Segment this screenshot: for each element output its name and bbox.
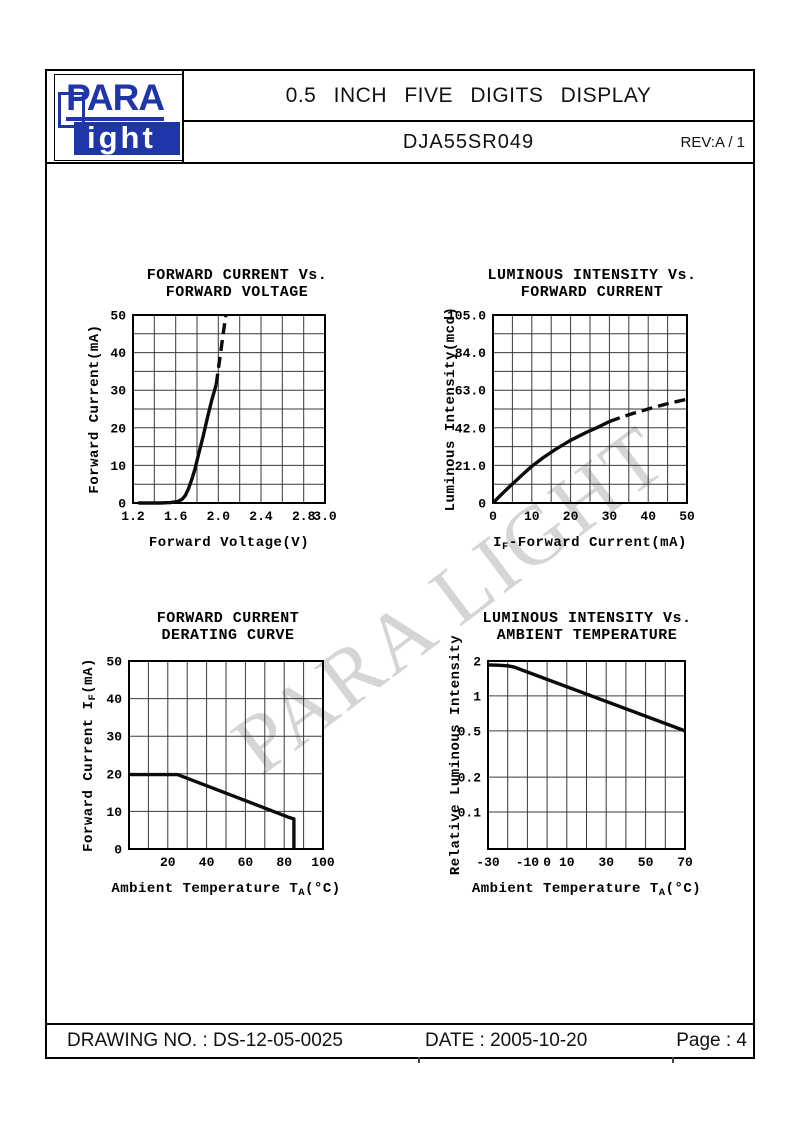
svg-text:-30: -30 bbox=[476, 855, 500, 870]
footer-top-rule bbox=[47, 1023, 753, 1025]
svg-text:2.0: 2.0 bbox=[207, 509, 231, 524]
svg-text:2.4: 2.4 bbox=[249, 509, 273, 524]
svg-text:30: 30 bbox=[106, 730, 122, 745]
svg-text:LUMINOUS INTENSITY Vs.: LUMINOUS INTENSITY Vs. bbox=[482, 610, 691, 627]
svg-text:40: 40 bbox=[106, 692, 122, 707]
svg-text:2: 2 bbox=[473, 655, 481, 670]
svg-text:50: 50 bbox=[679, 509, 695, 524]
logo-l-outline bbox=[58, 92, 85, 128]
svg-text:0: 0 bbox=[118, 497, 126, 512]
svg-text:30: 30 bbox=[602, 509, 618, 524]
page-number: Page : 4 bbox=[676, 1030, 747, 1051]
svg-text:0.1: 0.1 bbox=[458, 806, 482, 821]
date-label: DATE : 2005-10-20 bbox=[425, 1030, 588, 1051]
svg-text:105.0: 105.0 bbox=[447, 309, 486, 324]
svg-text:Forward Current(mA): Forward Current(mA) bbox=[87, 324, 103, 493]
svg-text:50: 50 bbox=[106, 655, 122, 670]
fold-mark bbox=[418, 1057, 420, 1063]
svg-text:0: 0 bbox=[543, 855, 551, 870]
svg-text:Relative Luminous Intensity: Relative Luminous Intensity bbox=[448, 635, 464, 875]
svg-text:0: 0 bbox=[114, 843, 122, 858]
svg-text:3.0: 3.0 bbox=[313, 509, 337, 524]
svg-text:10: 10 bbox=[559, 855, 575, 870]
svg-text:FORWARD CURRENT: FORWARD CURRENT bbox=[157, 610, 300, 627]
svg-text:21.0: 21.0 bbox=[455, 459, 486, 474]
svg-text:Forward Voltage(V): Forward Voltage(V) bbox=[149, 535, 309, 551]
svg-text:FORWARD VOLTAGE: FORWARD VOLTAGE bbox=[166, 284, 309, 301]
svg-text:40: 40 bbox=[640, 509, 656, 524]
svg-text:Ambient Temperature TA(°C): Ambient Temperature TA(°C) bbox=[472, 881, 701, 899]
svg-text:2.8: 2.8 bbox=[292, 509, 316, 524]
svg-text:10: 10 bbox=[524, 509, 540, 524]
svg-text:20: 20 bbox=[160, 855, 176, 870]
svg-text:80: 80 bbox=[276, 855, 292, 870]
svg-text:70: 70 bbox=[677, 855, 693, 870]
header-bottom-rule bbox=[47, 162, 753, 164]
svg-text:63.0: 63.0 bbox=[455, 384, 486, 399]
fold-mark bbox=[672, 1057, 674, 1063]
svg-text:10: 10 bbox=[110, 459, 126, 474]
svg-text:0: 0 bbox=[478, 497, 486, 512]
page-frame: PARA ight 0.5 INCH FIVE DIGITS DISPLAY D… bbox=[45, 69, 755, 1059]
svg-text:-10: -10 bbox=[516, 855, 540, 870]
svg-text:1: 1 bbox=[473, 689, 481, 704]
chart-luminous-intensity-vs-ambient-temperature: -30 -10 0 10 30 50 70 2 1 0.5 0.2 0.1 LUMINOUS INTEN… bbox=[448, 610, 701, 899]
svg-text:Forward Current IF(mA): Forward Current IF(mA) bbox=[81, 658, 99, 852]
svg-text:FORWARD CURRENT Vs.: FORWARD CURRENT Vs. bbox=[147, 267, 328, 284]
svg-text:AMBIENT TEMPERATURE: AMBIENT TEMPERATURE bbox=[497, 627, 678, 644]
logo-text-para: PARA bbox=[66, 79, 165, 121]
brand-logo: PARA ight bbox=[54, 74, 184, 161]
svg-text:0.2: 0.2 bbox=[458, 771, 482, 786]
part-number: DJA55SR049 bbox=[402, 130, 535, 153]
svg-text:50: 50 bbox=[110, 309, 126, 324]
logo-text-ight: ight bbox=[74, 122, 180, 155]
svg-text:100: 100 bbox=[311, 855, 335, 870]
svg-text:10: 10 bbox=[106, 805, 122, 820]
svg-text:DERATING CURVE: DERATING CURVE bbox=[161, 627, 294, 644]
svg-text:Luminous Intensity(mcd): Luminous Intensity(mcd) bbox=[443, 307, 459, 512]
svg-text:FORWARD CURRENT: FORWARD CURRENT bbox=[521, 284, 664, 301]
svg-text:84.0: 84.0 bbox=[455, 346, 486, 361]
svg-text:1.6: 1.6 bbox=[164, 509, 188, 524]
svg-text:0: 0 bbox=[489, 509, 497, 524]
svg-text:20: 20 bbox=[106, 767, 122, 782]
svg-text:40: 40 bbox=[199, 855, 215, 870]
header-vertical-divider bbox=[182, 71, 184, 164]
svg-text:20: 20 bbox=[563, 509, 579, 524]
chart-forward-current-derating-curve: 20 40 60 80 100 0 10 20 30 40 50 FORWARD CURRENTDER… bbox=[81, 610, 340, 899]
svg-text:40: 40 bbox=[110, 346, 126, 361]
document-title: 0.5 INCH FIVE DIGITS DISPLAY bbox=[285, 83, 652, 107]
svg-text:IF-Forward Current(mA): IF-Forward Current(mA) bbox=[493, 535, 687, 553]
revision-label: REV:A / 1 bbox=[680, 133, 745, 151]
drawing-number: DRAWING NO. : DS-12-05-0025 bbox=[67, 1030, 343, 1051]
chart-forward-current-vs-forward-voltage: 1.2 1.6 2.0 2.4 2.83.0 0 10 20 30 40 50 FORWARD CUR… bbox=[87, 267, 337, 551]
header-row-divider bbox=[182, 120, 753, 122]
svg-text:Ambient Temperature TA(°C): Ambient Temperature TA(°C) bbox=[111, 881, 340, 899]
svg-text:30: 30 bbox=[598, 855, 614, 870]
svg-text:LUMINOUS INTENSITY Vs.: LUMINOUS INTENSITY Vs. bbox=[487, 267, 696, 284]
svg-text:20: 20 bbox=[110, 421, 126, 436]
svg-text:60: 60 bbox=[238, 855, 254, 870]
chart-luminous-intensity-vs-forward-current: 0 10 20 30 40 50 0 21.0 42.0 63.0 84.0 105.0 LUMINOU… bbox=[443, 267, 696, 553]
svg-text:1.2: 1.2 bbox=[121, 509, 145, 524]
footer: DRAWING NO. : DS-12-05-0025 DATE : 2005-… bbox=[47, 1025, 753, 1057]
svg-text:0.5: 0.5 bbox=[458, 724, 482, 739]
svg-text:30: 30 bbox=[110, 384, 126, 399]
svg-text:42.0: 42.0 bbox=[455, 421, 486, 436]
svg-text:50: 50 bbox=[638, 855, 654, 870]
